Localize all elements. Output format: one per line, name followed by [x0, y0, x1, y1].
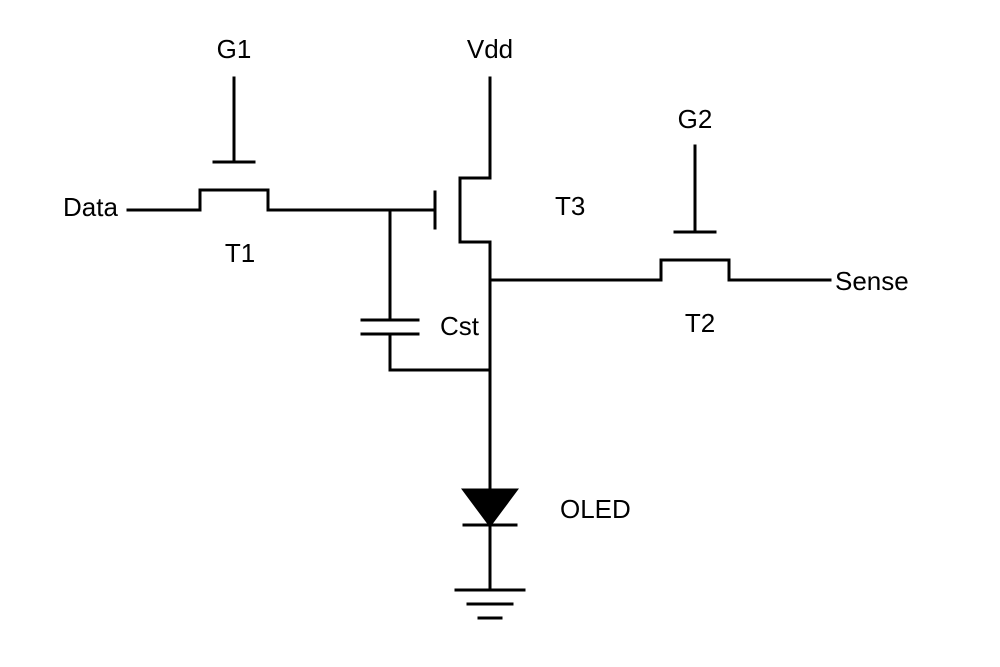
- label-G2: G2: [678, 104, 713, 134]
- label-Vdd: Vdd: [467, 34, 513, 64]
- label-T1: T1: [225, 238, 255, 268]
- label-G1: G1: [217, 34, 252, 64]
- circuit-diagram: G1 Vdd G2 Data T1 T3 T2 Sense Cst OLED: [0, 0, 1000, 667]
- oled-triangle: [464, 490, 516, 525]
- label-T2: T2: [685, 308, 715, 338]
- label-Data: Data: [63, 192, 118, 222]
- label-OLED: OLED: [560, 494, 631, 524]
- label-Cst: Cst: [440, 311, 480, 341]
- label-T3: T3: [555, 191, 585, 221]
- label-Sense: Sense: [835, 266, 909, 296]
